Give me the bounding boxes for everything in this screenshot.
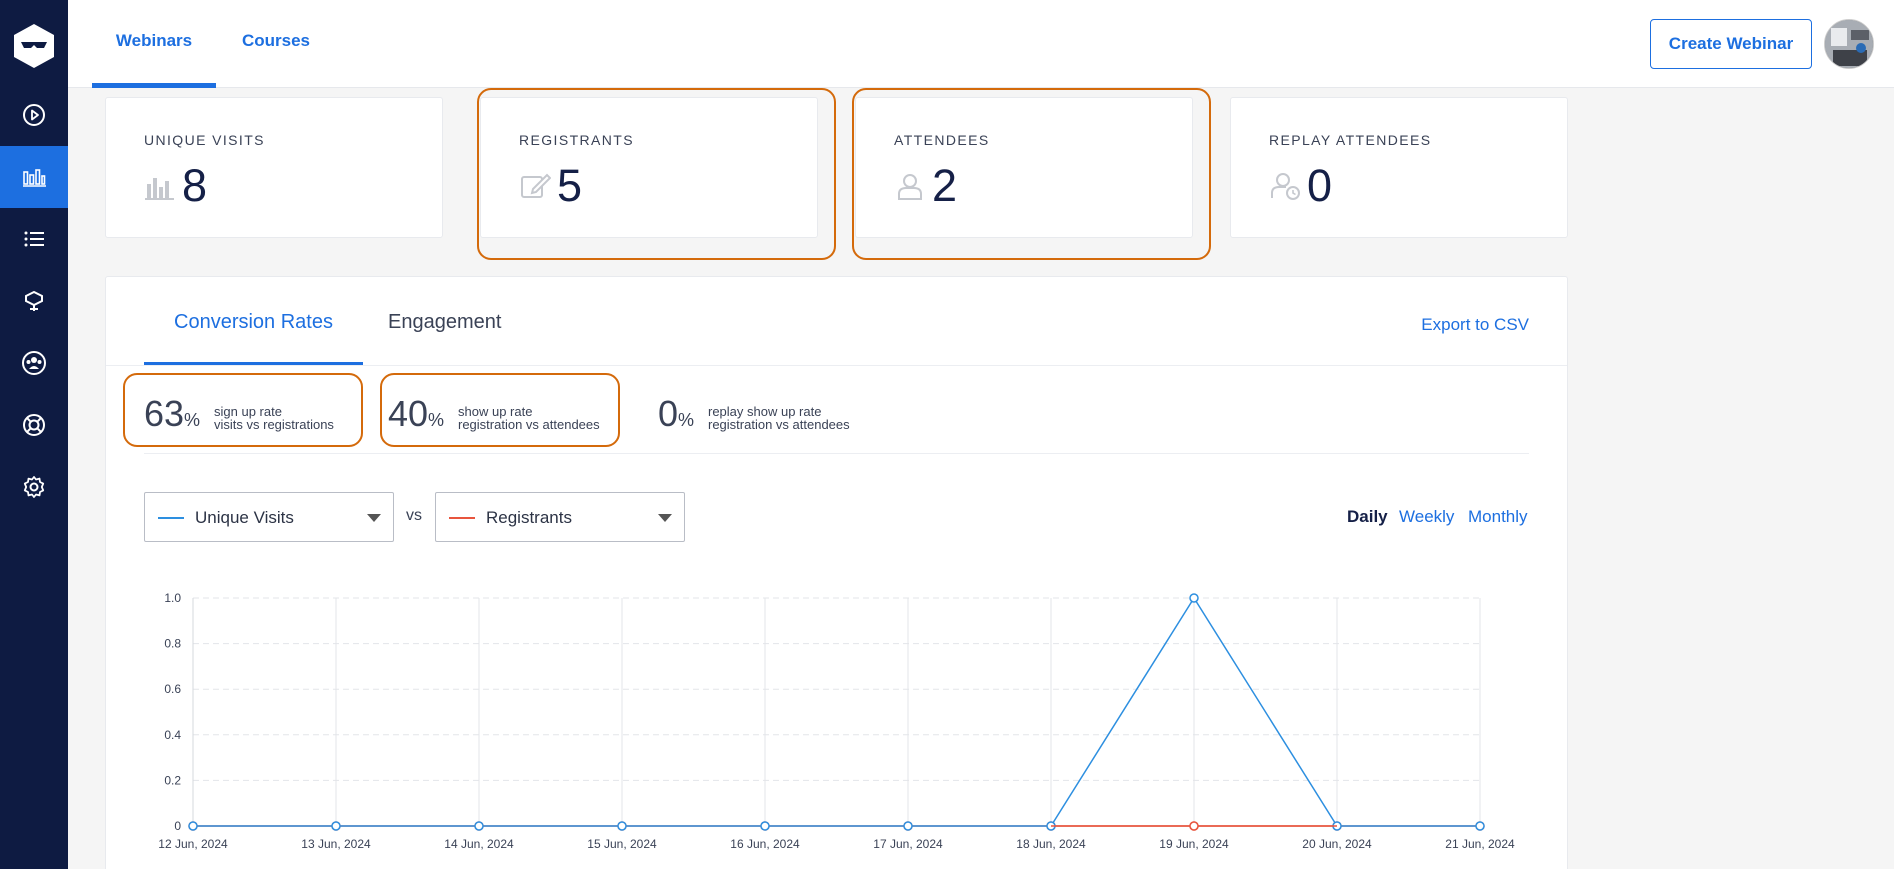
avatar[interactable] (1824, 19, 1874, 69)
stat-label: ATTENDEES (894, 132, 990, 148)
sidebar-item-settings[interactable] (0, 456, 68, 518)
stat-card-attendees: ATTENDEES 2 (855, 97, 1193, 238)
play-circle-icon (23, 104, 45, 126)
rate-unit: % (184, 410, 201, 430)
gear-icon (23, 476, 45, 498)
user-clock-icon (1271, 173, 1300, 200)
rate-title: sign up rate (214, 404, 282, 419)
chevron-down-icon (658, 514, 672, 522)
lifebuoy-icon (23, 414, 45, 436)
create-webinar-button[interactable]: Create Webinar (1650, 19, 1812, 69)
period-daily[interactable]: Daily (1347, 507, 1388, 526)
tabs-divider (106, 365, 1567, 366)
bar-chart-icon (145, 178, 174, 200)
edit-icon (521, 173, 551, 198)
bar-chart-icon (23, 169, 46, 187)
rate-subtitle: registration vs attendees (458, 417, 600, 432)
export-csv-link[interactable]: Export to CSV (1421, 315, 1529, 334)
tab-engagement[interactable]: Engagement (388, 311, 502, 333)
y-tick-label: 0.8 (164, 637, 181, 651)
stat-label: UNIQUE VISITS (144, 132, 265, 148)
sidebar-item-users[interactable] (0, 332, 68, 394)
user-icon (898, 174, 922, 200)
sidebar-item-analytics[interactable] (0, 146, 68, 208)
rate-subtitle: visits vs registrations (214, 417, 334, 432)
rate-sign-up: 63% sign up rate visits vs registrations (144, 389, 354, 439)
x-tick-label: 18 Jun, 2024 (1016, 837, 1086, 851)
rate-title: show up rate (458, 404, 533, 419)
stat-value: 0 (1307, 160, 1333, 211)
data-point (1189, 593, 1199, 603)
stat-card-replay-attendees: REPLAY ATTENDEES 0 (1230, 97, 1568, 238)
series-line (193, 596, 1480, 827)
sidebar-item-list[interactable] (0, 208, 68, 270)
y-tick-label: 0.4 (164, 728, 181, 742)
sidebar-item-integrations[interactable] (0, 270, 68, 332)
series-swatch (158, 517, 184, 519)
tab-courses[interactable]: Courses (241, 31, 311, 50)
top-header: Webinars Courses (68, 0, 1894, 88)
rate-replay-show-up: 0% replay show up rate registration vs at… (658, 389, 878, 439)
series-swatch (449, 517, 475, 519)
select-value: Registrants (486, 508, 572, 527)
tab-webinars[interactable]: Webinars (92, 0, 216, 88)
data-point (760, 821, 770, 831)
series-select-left[interactable]: Unique Visits (144, 492, 394, 542)
sidebar-item-support[interactable] (0, 394, 68, 456)
logo-icon (14, 24, 54, 68)
series-select-right[interactable]: Registrants (435, 492, 685, 542)
x-tick-label: 15 Jun, 2024 (587, 837, 657, 851)
x-tick-label: 20 Jun, 2024 (1302, 837, 1372, 851)
x-tick-label: 17 Jun, 2024 (873, 837, 943, 851)
rate-unit: % (678, 410, 695, 430)
rates-divider (144, 453, 1529, 454)
sidebar-item-webinars[interactable] (0, 84, 68, 146)
data-point (903, 821, 913, 831)
period-weekly[interactable]: Weekly (1399, 507, 1455, 526)
x-tick-label: 16 Jun, 2024 (730, 837, 800, 851)
x-tick-label: 19 Jun, 2024 (1159, 837, 1229, 851)
y-tick-label: 1.0 (164, 591, 181, 605)
stat-value: 5 (557, 160, 583, 211)
analytics-panel: Conversion Rates Engagement Export to CS… (105, 276, 1568, 869)
rate-subtitle: registration vs attendees (708, 417, 850, 432)
vs-label: vs (406, 507, 422, 524)
y-tick-label: 0.2 (164, 773, 181, 787)
stat-value: 8 (182, 160, 208, 211)
rate-title: replay show up rate (708, 404, 822, 419)
sidebar (0, 0, 68, 869)
x-tick-label: 14 Jun, 2024 (444, 837, 514, 851)
tab-conversion-rates[interactable]: Conversion Rates (144, 277, 363, 365)
avatar-image (1825, 20, 1873, 68)
stat-card-unique-visits: UNIQUE VISITS 8 (105, 97, 443, 238)
period-monthly[interactable]: Monthly (1468, 507, 1528, 526)
line-chart: 0 0.2 0.4 0.6 0.8 1.0 12 Jun, 2024 13 Jun, 2024… (158, 591, 1515, 851)
rate-value: 63 (144, 393, 185, 434)
stat-value: 2 (932, 160, 958, 211)
rate-unit: % (428, 410, 445, 430)
list-icon (24, 231, 44, 247)
select-value: Unique Visits (195, 508, 294, 527)
stat-label: REGISTRANTS (519, 132, 634, 148)
data-point (188, 821, 198, 831)
data-point (617, 821, 627, 831)
rate-value: 40 (388, 393, 429, 434)
stat-card-registrants: REGISTRANTS 5 (480, 97, 818, 238)
users-icon (22, 351, 46, 375)
data-point (331, 821, 341, 831)
data-point (1475, 821, 1485, 831)
x-tick-label: 12 Jun, 2024 (158, 837, 228, 851)
data-point (1189, 821, 1199, 831)
y-tick-label: 0.6 (164, 682, 181, 696)
chevron-down-icon (367, 514, 381, 522)
stat-label: REPLAY ATTENDEES (1269, 132, 1432, 148)
rate-value: 0 (658, 393, 679, 434)
x-tick-label: 21 Jun, 2024 (1445, 837, 1515, 851)
rate-show-up: 40% show up rate registration vs attendee… (388, 389, 608, 439)
y-tick-label: 0 (174, 819, 181, 833)
x-tick-label: 13 Jun, 2024 (301, 837, 371, 851)
logo[interactable] (0, 0, 68, 92)
integrations-icon (25, 290, 43, 311)
data-point (474, 821, 484, 831)
